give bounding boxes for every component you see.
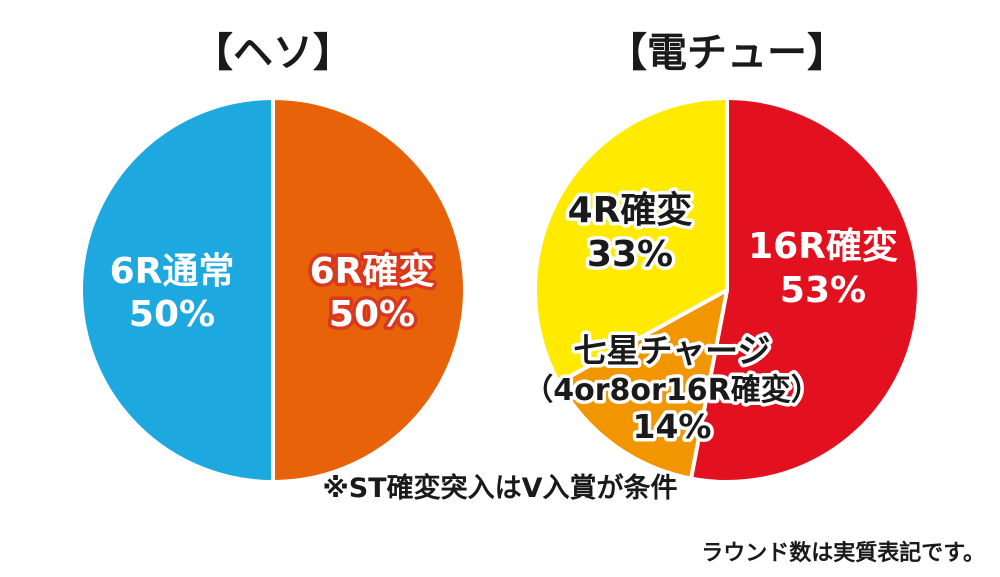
slice-sublabel-nanasei-charge: （4or8or16R確変） <box>523 373 820 408</box>
slice-6r-kakuhen <box>271 96 467 484</box>
slice-value-nanasei-charge: 14% <box>633 407 712 446</box>
slice-6r-normal <box>79 96 275 484</box>
slice-label-16r-kakuhen: 16R確変 <box>748 225 898 267</box>
denchu-title: 【電チュー】 <box>607 30 847 76</box>
slice-value-6r-kakuhen: 50% <box>329 294 415 335</box>
slice-value-6r-normal: 50% <box>129 294 215 335</box>
heso-pie <box>79 96 467 484</box>
st-condition-note: ※ST確変突入はV入賞が条件 <box>322 472 677 504</box>
denchu-pie <box>533 96 921 484</box>
slice-label-4r-kakuhen: 4R確変 <box>568 189 693 231</box>
heso-title: 【ヘソ】 <box>193 30 353 76</box>
slice-label-6r-normal: 6R通常 <box>110 251 235 292</box>
slice-value-16r-kakuhen: 53% <box>780 270 866 311</box>
slice-value-4r-kakuhen: 33% <box>587 234 673 275</box>
slice-4r-kakuhen <box>533 96 729 385</box>
slice-label-nanasei-charge: 七星チャージ <box>573 331 770 370</box>
slice-nanasei-charge <box>556 288 729 481</box>
round-footnote: ラウンド数は実質表記です。 <box>701 540 985 566</box>
slice-16r-kakuhen <box>689 96 921 484</box>
slice-label-6r-kakuhen: 6R確変 <box>310 250 435 292</box>
